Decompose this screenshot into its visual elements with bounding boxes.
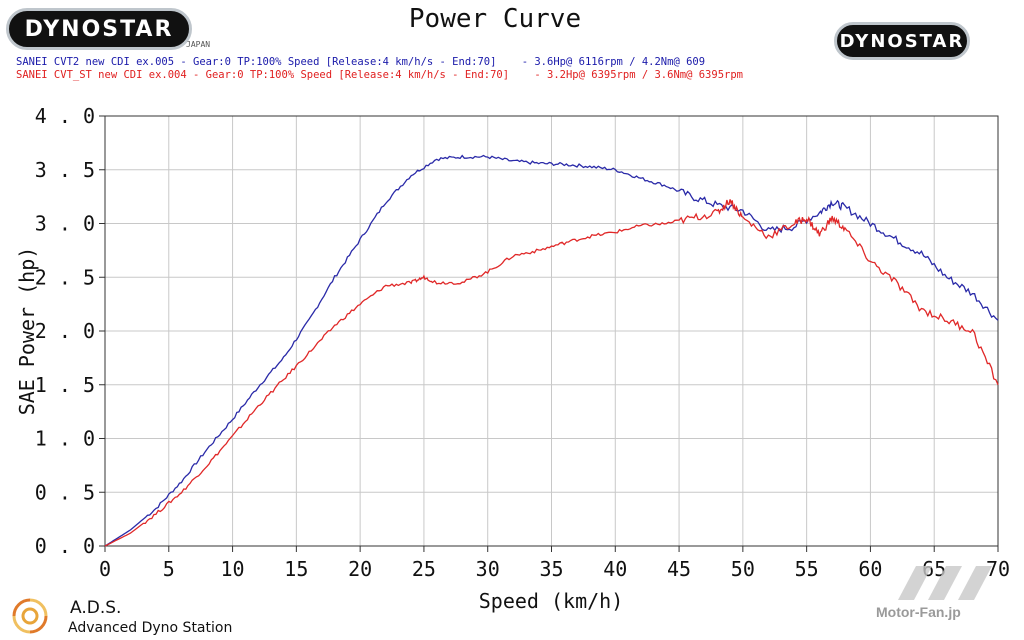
y-tick-label: 0 . 0 — [35, 534, 95, 558]
x-tick-label: 5 — [163, 557, 175, 581]
x-tick-label: 50 — [731, 557, 755, 581]
x-tick-label: 40 — [603, 557, 627, 581]
ads-name: A.D.S. — [70, 598, 122, 618]
chart-title: Power Curve — [408, 4, 582, 34]
y-tick-label: 0 . 5 — [35, 480, 95, 504]
watermark: Motor-Fan.jp — [876, 604, 961, 620]
axis-ticks: 0 5 10 15 20 25 30 35 40 45 50 55 60 65 700 . 00 . 51 … — [35, 104, 1010, 581]
x-tick-label: 30 — [476, 557, 500, 581]
y-tick-label: 2 . 5 — [35, 265, 95, 289]
series-line-1 — [104, 154, 999, 547]
x-tick-label: 35 — [539, 557, 563, 581]
y-tick-label: 3 . 5 — [35, 158, 95, 182]
y-tick-label: 2 . 0 — [35, 319, 95, 343]
x-tick-label: 55 — [795, 557, 819, 581]
ads-full-name: Advanced Dyno Station — [68, 620, 233, 636]
grid — [104, 115, 999, 547]
x-tick-label: 25 — [412, 557, 436, 581]
legend-series-1: SANEI CVT2 new CDI ex.005 - Gear:0 TP:10… — [16, 56, 706, 68]
logo-left-subtext: JAPAN — [186, 40, 211, 49]
y-tick-label: 1 . 5 — [35, 373, 95, 397]
x-tick-label: 60 — [858, 557, 882, 581]
series-line-2 — [104, 199, 999, 547]
series-lines — [104, 154, 999, 547]
x-tick-label: 15 — [284, 557, 308, 581]
logo-right-text: DYNOSTAR — [839, 30, 965, 52]
motorfan-mark-icon — [898, 566, 992, 600]
x-axis-title: Speed (km/h) — [479, 589, 624, 613]
x-tick-label: 10 — [221, 557, 245, 581]
dynostar-logo-right: DYNOSTAR — [834, 22, 970, 60]
y-axis-title: SAE Power (hp) — [15, 247, 39, 416]
logo-left-text: DYNOSTAR — [24, 16, 174, 42]
y-tick-label: 4 . 0 — [35, 104, 95, 128]
y-tick-label: 1 . 0 — [35, 427, 95, 451]
x-tick-label: 45 — [667, 557, 691, 581]
x-tick-label: 0 — [99, 557, 111, 581]
x-tick-label: 20 — [348, 557, 372, 581]
legend-series-2: SANEI CVT_ST new CDI ex.004 - Gear:0 TP:… — [16, 69, 743, 81]
ads-logo-icon — [12, 598, 48, 634]
y-tick-label: 3 . 0 — [35, 212, 95, 236]
dynostar-logo-left: DYNOSTAR — [6, 8, 192, 50]
